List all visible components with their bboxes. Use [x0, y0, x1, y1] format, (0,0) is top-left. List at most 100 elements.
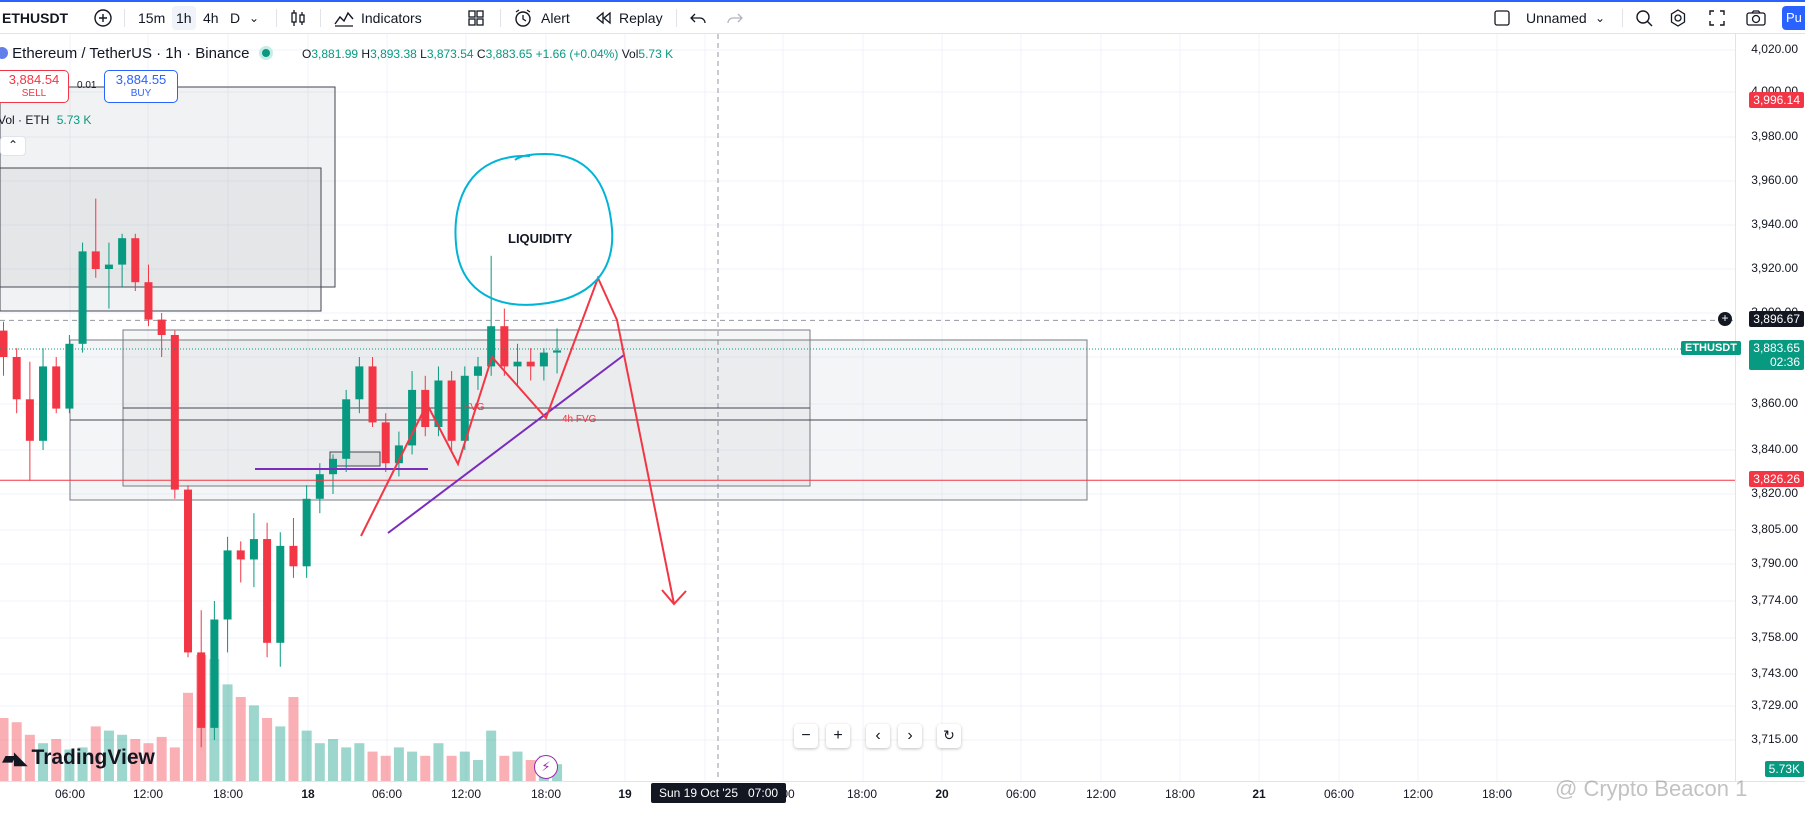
collapse-legend-button[interactable]: ⌃	[0, 136, 26, 156]
volume-bar	[459, 751, 470, 781]
time-tick-label: 21	[1252, 787, 1266, 801]
volume-bar	[314, 743, 325, 781]
time-tick-label: 18:00	[846, 787, 878, 801]
volume-bar	[328, 739, 338, 781]
candle-body	[223, 550, 232, 620]
replay-icon[interactable]	[593, 6, 613, 30]
candle-body	[513, 361, 522, 367]
interval-d[interactable]: D	[230, 10, 241, 26]
chevron-down-icon[interactable]: ⌄	[1595, 11, 1606, 25]
candle-body	[131, 238, 140, 283]
arrow-head	[661, 589, 687, 606]
candle-body	[553, 350, 562, 353]
undo-icon[interactable]	[688, 6, 708, 30]
candle-body	[381, 422, 390, 464]
layout-name[interactable]: Unnamed	[1526, 10, 1587, 26]
price-tick-label: 3,790.00	[1751, 556, 1798, 570]
tradingview-logo-icon: ▰◣	[2, 748, 28, 768]
legend-title[interactable]: Ethereum / TetherUS · 1h · Binance	[12, 45, 250, 62]
candle-body	[342, 399, 351, 459]
candle-body	[263, 539, 272, 643]
settings-gear-icon[interactable]	[1668, 6, 1688, 30]
fvg-small-label: FVG	[464, 402, 485, 413]
replay-button[interactable]: Replay	[619, 10, 663, 26]
chart-grid	[0, 34, 1735, 781]
candle-body	[236, 550, 245, 560]
sell-label: SELL	[21, 88, 47, 99]
tradingview-logo-text: TradingView	[31, 746, 155, 769]
volume-bar	[51, 739, 62, 781]
buy-label: BUY	[130, 88, 152, 99]
sell-button[interactable]: 3,884.54 SELL	[0, 70, 69, 103]
candle-type-icon[interactable]	[288, 6, 308, 30]
time-tick-label: 18:00	[212, 787, 244, 801]
scroll-right-button[interactable]: ›	[898, 724, 922, 748]
open-value: 3,881.99	[311, 47, 359, 61]
candle-body	[65, 343, 74, 409]
volume-bar	[24, 734, 35, 781]
publish-button[interactable]: Pu	[1782, 6, 1805, 30]
symbol-legend: Ethereum / TetherUS · 1h · Binance	[0, 45, 276, 62]
indicators-button[interactable]: Indicators	[361, 10, 422, 26]
candle-body	[210, 619, 219, 728]
camera-icon[interactable]	[1745, 6, 1767, 30]
compare-symbol-icon[interactable]	[92, 6, 114, 30]
price-tag-support: 3,826.26	[1749, 471, 1804, 488]
buy-button[interactable]: 3,884.55 BUY	[104, 70, 178, 103]
price-tag-high: 3,996.14	[1749, 91, 1804, 108]
alert-icon[interactable]	[512, 6, 534, 30]
volume-bar	[235, 697, 246, 781]
volume-bar	[183, 692, 194, 781]
toolbar-divider	[1622, 9, 1623, 27]
alert-button[interactable]: Alert	[541, 10, 570, 26]
templates-icon[interactable]	[466, 6, 486, 30]
scroll-left-button[interactable]: ‹	[866, 724, 890, 748]
candle-body	[500, 326, 509, 367]
time-scale[interactable]	[0, 781, 1805, 817]
candle-body	[408, 389, 417, 446]
time-tick-label: 12:00	[132, 787, 164, 801]
volume-bar	[248, 705, 259, 781]
layout-square-icon[interactable]	[1492, 6, 1512, 30]
ohlc-values: O3,881.99 H3,893.38 L3,873.54 C3,883.65 …	[302, 47, 673, 61]
symbol-search[interactable]: ETHUSDT	[2, 10, 69, 26]
volume-row-label: Vol · ETH	[0, 113, 50, 127]
candle-body	[104, 264, 113, 269]
quick-search-icon[interactable]	[1634, 6, 1654, 30]
add-price-plus-icon[interactable]: +	[1718, 312, 1732, 327]
volume-legend: Vol · ETH 5.73 K	[0, 113, 91, 127]
interval-4h[interactable]: 4h	[203, 10, 219, 26]
reset-chart-button[interactable]: ↻	[937, 724, 961, 748]
interval-1h[interactable]: 1h	[172, 6, 196, 30]
lightning-icon[interactable]: ⚡	[534, 755, 558, 779]
change-value: +1.66 (+0.04%)	[535, 47, 619, 61]
price-tick-label: 3,743.00	[1751, 666, 1798, 680]
zoom-in-button[interactable]: +	[826, 724, 850, 748]
candles	[0, 198, 562, 748]
toolbar-divider	[124, 9, 125, 27]
volume-bar	[446, 755, 457, 781]
volume-bar	[525, 760, 536, 781]
zoom-out-button[interactable]: −	[794, 724, 818, 748]
volume-bar	[143, 743, 154, 781]
toolbar-divider	[500, 9, 501, 27]
zone-box	[0, 167, 322, 312]
zone-box-small	[329, 451, 381, 467]
candle-body	[12, 357, 21, 400]
time-tick-label: 18	[301, 787, 315, 801]
chevron-down-icon[interactable]: ⌄	[249, 11, 260, 25]
indicators-icon[interactable]	[333, 6, 355, 30]
candle-body	[355, 366, 364, 400]
interval-15m[interactable]: 15m	[138, 10, 166, 26]
fullscreen-icon[interactable]	[1707, 6, 1727, 30]
chart-pane[interactable]	[0, 34, 1735, 781]
symbol-price-tag: ETHUSDT	[1681, 340, 1741, 355]
candle-body	[197, 652, 206, 728]
volume-tag: 5.73K	[1764, 761, 1804, 777]
redo-icon[interactable]	[725, 6, 745, 30]
fvg-zones	[0, 86, 1088, 501]
tradingview-logo: ▰◣ TradingView	[2, 746, 155, 770]
current-price-tag: 3,883.65 02:36	[1749, 339, 1804, 370]
price-scale[interactable]: 4,020.004,000.003,980.003,960.003,940.00…	[1735, 34, 1805, 781]
candle-body	[315, 474, 324, 499]
